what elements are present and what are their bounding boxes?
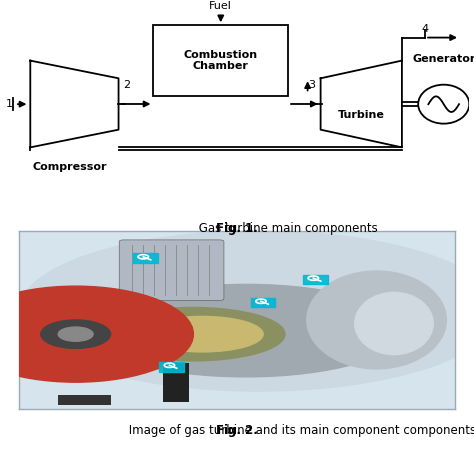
Ellipse shape [141, 316, 263, 352]
Text: Generator: Generator [412, 54, 474, 64]
Ellipse shape [19, 231, 474, 391]
Ellipse shape [355, 292, 433, 355]
Bar [133, 253, 158, 263]
Circle shape [0, 286, 193, 382]
Bar [154, 25, 288, 96]
Text: 4: 4 [421, 24, 428, 34]
Text: 3: 3 [308, 80, 315, 91]
Text: Compressor: Compressor [33, 162, 107, 172]
Text: Fig. 1.: Fig. 1. [216, 222, 258, 235]
Ellipse shape [102, 308, 285, 361]
Text: 2: 2 [123, 80, 130, 91]
Bar [251, 298, 275, 308]
Circle shape [58, 327, 93, 341]
Text: Image of gas turbine and its main component components: Image of gas turbine and its main compon… [126, 424, 474, 437]
Circle shape [41, 320, 110, 348]
Text: Gas turbine main components: Gas turbine main components [195, 222, 378, 235]
Text: 1: 1 [6, 99, 13, 109]
Text: Combustion
Chamber: Combustion Chamber [184, 50, 258, 72]
Text: Turbine: Turbine [338, 109, 385, 120]
Ellipse shape [89, 284, 403, 377]
FancyBboxPatch shape [119, 240, 224, 300]
Bar [159, 362, 184, 371]
Bar [303, 274, 328, 284]
Circle shape [418, 85, 469, 124]
Text: Fuel: Fuel [210, 1, 232, 11]
Ellipse shape [307, 271, 447, 369]
FancyBboxPatch shape [163, 363, 189, 402]
Text: Fig. 2.: Fig. 2. [216, 424, 258, 437]
FancyBboxPatch shape [58, 395, 110, 405]
